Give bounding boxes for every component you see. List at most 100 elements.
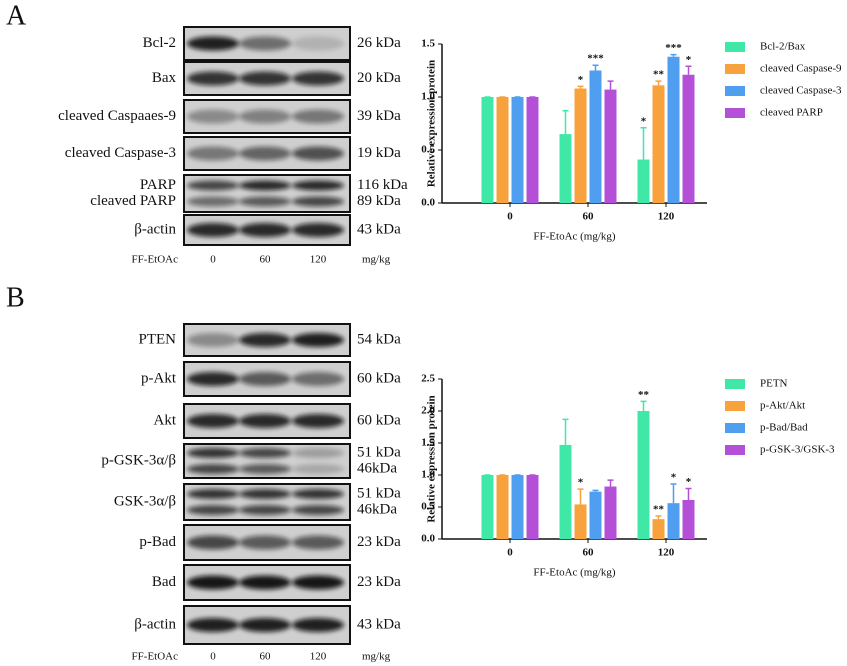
lane-label: 60 (260, 651, 272, 663)
treatment-label: FF-EtOAc (132, 651, 179, 663)
significance: * (641, 115, 647, 127)
unit-label: mg/kg (362, 651, 391, 663)
blot-band (239, 575, 291, 590)
bar (637, 411, 650, 539)
blot-band (292, 535, 344, 550)
error-bar (640, 400, 647, 411)
lane-label: 0 (210, 254, 216, 266)
panel-label: B (6, 282, 25, 313)
blot-band (187, 414, 239, 428)
lane-label: 120 (310, 254, 327, 266)
panel-label: A (6, 0, 27, 31)
y-tick-label: 1.5 (421, 38, 435, 50)
legend-swatch (725, 42, 745, 52)
bar (559, 134, 572, 203)
bar (526, 97, 539, 203)
significance: * (686, 54, 692, 66)
x-axis-label: FF-EtoAc (mg/kg) (533, 231, 616, 243)
bar (589, 70, 602, 203)
kda-label: 19 kDa (357, 145, 401, 161)
bar (481, 97, 494, 203)
legend-swatch (725, 401, 745, 411)
error-bar (655, 515, 662, 520)
y-tick-label: 0.5 (421, 501, 435, 513)
legend-swatch (725, 86, 745, 96)
bar (604, 486, 617, 539)
legend-swatch (725, 64, 745, 74)
bar (511, 97, 524, 203)
bar (559, 444, 572, 539)
kda-label: 51 kDa (357, 485, 401, 501)
blot-band (187, 180, 239, 191)
blot-band (292, 223, 344, 237)
error-bar (562, 418, 569, 445)
blot-band (239, 372, 291, 386)
protein-label: Akt (154, 412, 177, 428)
bar (526, 475, 539, 539)
blot-band (239, 464, 291, 474)
kda-label: 46kDa (357, 460, 397, 476)
legend-swatch (725, 445, 745, 455)
lane-label: 120 (310, 651, 327, 663)
error-bar (577, 488, 584, 505)
protein-label: PARP (140, 177, 176, 193)
error-bar (640, 126, 647, 160)
protein-label: p-Akt (141, 370, 177, 386)
kda-label: 51 kDa (357, 444, 401, 460)
error-bar (592, 489, 599, 492)
kda-label: 43 kDa (357, 616, 401, 632)
blot-band (187, 146, 239, 161)
legend-label: Bcl-2/Bax (760, 41, 806, 53)
x-tick-label: 0 (507, 211, 513, 223)
error-bar (592, 64, 599, 71)
protein-label: GSK-3α/β (114, 493, 176, 509)
protein-label: p-GSK-3α/β (101, 452, 176, 468)
blot-band (292, 71, 344, 86)
error-bar (670, 483, 677, 504)
blot-band (187, 464, 239, 474)
blot-band (239, 71, 291, 86)
bar (682, 499, 695, 539)
error-bar (685, 65, 692, 75)
kda-label: 43 kDa (357, 221, 401, 237)
bar (652, 519, 665, 539)
blot-band (292, 448, 344, 458)
bar (496, 475, 509, 539)
legend-label: p-Bad/Bad (760, 422, 808, 434)
lane-label: 0 (210, 651, 216, 663)
protein-label: Bcl-2 (143, 35, 176, 51)
blot-band (187, 196, 239, 207)
blot-band (292, 36, 344, 51)
blot-band (292, 489, 344, 499)
legend-swatch (725, 423, 745, 433)
error-bar (562, 110, 569, 135)
error-bar (655, 80, 662, 86)
protein-label: PTEN (139, 331, 177, 347)
protein-label: cleaved Caspase-3 (65, 145, 176, 161)
protein-label: β-actin (134, 221, 176, 237)
blot-band (292, 333, 344, 347)
legend-swatch (725, 379, 745, 389)
blot-band (292, 414, 344, 428)
bar (604, 89, 617, 203)
blot-band (239, 618, 291, 632)
blot-band (187, 333, 239, 347)
x-tick-label: 120 (658, 547, 675, 559)
blot-band (187, 109, 239, 124)
y-tick-label: 0.0 (421, 533, 435, 545)
bar (637, 159, 650, 203)
y-axis-label: Relative expression protein (426, 60, 438, 187)
blot-band (239, 146, 291, 161)
significance: * (671, 471, 677, 483)
blot-band (292, 464, 344, 474)
blot-band (292, 372, 344, 386)
significance: * (686, 476, 692, 488)
y-tick-label: 1.5 (421, 437, 435, 449)
blot-band (239, 448, 291, 458)
y-tick-label: 2.0 (421, 405, 435, 417)
blot-band (239, 223, 291, 237)
bar (511, 475, 524, 539)
kda-label: 23 kDa (357, 574, 401, 590)
kda-label: 60 kDa (357, 370, 401, 386)
protein-label: β-actin (134, 616, 176, 632)
